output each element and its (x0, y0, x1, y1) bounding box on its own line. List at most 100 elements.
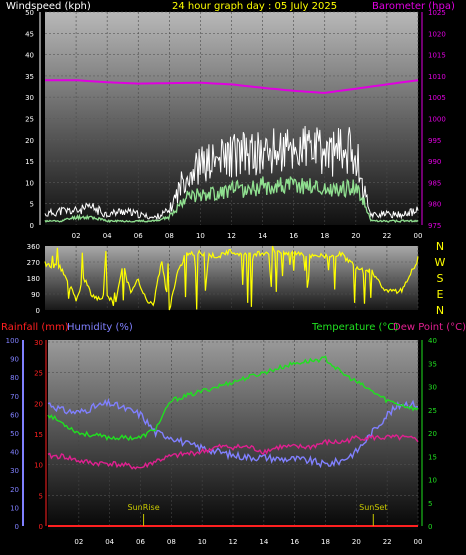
wind-y-tick-label: 40 (25, 52, 34, 60)
wind-x-tick-label: 18 (320, 232, 329, 240)
temperature-axis-label: Temperature (°C) (311, 322, 398, 333)
temp-x-tick-label: 14 (259, 538, 268, 546)
dewpoint-series-line (47, 433, 419, 470)
baro-y-tick-label: 980 (428, 201, 441, 209)
baro-y-tick-label: 985 (428, 179, 441, 187)
wind-y-tick-label: 0 (30, 222, 34, 230)
wind-x-tick-label: 14 (258, 232, 267, 240)
sunrise-label: SunRise (128, 503, 160, 512)
humidity-series-line (47, 397, 418, 469)
rain-y-tick-label: 0 (39, 523, 43, 531)
wind-x-tick-label: 00 (414, 232, 423, 240)
humidity-y-tick-label: 90 (10, 356, 19, 364)
barometer-axis-label: Barometer (hpa) (372, 1, 455, 12)
temperature-series-line (47, 355, 419, 442)
temp-y-tick-label: 0 (428, 523, 432, 531)
rain-y-tick-label: 5 (39, 492, 43, 500)
wind-y-tick-label: 5 (30, 201, 34, 209)
humidity-axis-label: Humidity (%) (67, 322, 133, 333)
direction-y-tick-label: 360 (27, 243, 40, 251)
baro-y-tick-label: 1015 (428, 52, 446, 60)
temp-y-tick-label: 10 (428, 477, 437, 485)
direction-y-tick-label: 0 (36, 307, 40, 315)
dewpoint-axis-label: Dew Point (°C) (393, 322, 466, 333)
humidity-y-tick-label: 20 (10, 486, 19, 494)
axes-layer: 0510152025303540455097598098599099510001… (6, 9, 446, 546)
baro-y-tick-label: 1005 (428, 94, 446, 102)
wind-y-tick-label: 30 (25, 94, 34, 102)
direction-y-tick-label: 270 (27, 259, 40, 267)
compass-label: N (436, 240, 444, 253)
temp-y-tick-label: 35 (428, 360, 437, 368)
temp-y-tick-label: 25 (428, 407, 437, 415)
baro-y-tick-label: 995 (428, 137, 441, 145)
temp-x-tick-label: 16 (290, 538, 299, 546)
wind-x-tick-label: 16 (289, 232, 298, 240)
humidity-y-tick-label: 30 (10, 467, 19, 475)
wind-y-tick-label: 20 (25, 137, 34, 145)
gust-series-line (44, 125, 419, 221)
wind-x-tick-label: 12 (227, 232, 236, 240)
wind-x-tick-label: 08 (165, 232, 174, 240)
wind-y-tick-label: 10 (25, 179, 34, 187)
wind-x-tick-label: 20 (351, 232, 360, 240)
compass-label: E (437, 288, 444, 301)
humidity-y-tick-label: 10 (10, 504, 19, 512)
direction-y-tick-label: 90 (31, 291, 40, 299)
wind-y-tick-label: 45 (25, 30, 34, 38)
compass-label: S (437, 272, 444, 285)
rain-y-tick-label: 25 (34, 370, 43, 378)
wind-y-tick-label: 35 (25, 73, 34, 81)
baro-y-tick-label: 1000 (428, 116, 446, 124)
baro-y-tick-label: 1025 (428, 9, 446, 17)
temp-y-tick-label: 30 (428, 384, 437, 392)
temp-x-tick-label: 22 (383, 538, 392, 546)
humidity-y-tick-label: 100 (6, 337, 19, 345)
baro-y-tick-label: 1020 (428, 30, 446, 38)
compass-label: W (435, 256, 446, 269)
baro-y-tick-label: 975 (428, 222, 441, 230)
wind-y-tick-label: 25 (25, 116, 34, 124)
baro-y-tick-label: 1010 (428, 73, 446, 81)
humidity-y-tick-label: 80 (10, 374, 19, 382)
data-layer (44, 79, 419, 527)
wind-y-tick-label: 50 (25, 9, 34, 17)
temp-x-tick-label: 00 (414, 538, 423, 546)
rain-y-tick-label: 15 (34, 431, 43, 439)
temp-y-tick-label: 20 (428, 430, 437, 438)
rain-y-tick-label: 10 (34, 462, 43, 470)
wind-x-tick-label: 02 (72, 232, 81, 240)
wind-x-tick-label: 06 (134, 232, 143, 240)
windspeed-axis-label: Windspeed (kph) (6, 1, 91, 12)
direction-y-tick-label: 180 (27, 275, 40, 283)
wind-x-tick-label: 10 (196, 232, 205, 240)
wind-direction-series-line (44, 245, 419, 311)
wind-average-series-line (44, 176, 419, 224)
sunset-label: SunSet (359, 503, 387, 512)
temp-x-tick-label: 18 (321, 538, 330, 546)
wind-x-tick-label: 22 (382, 232, 391, 240)
temp-x-tick-label: 04 (105, 538, 114, 546)
wind-x-tick-label: 04 (103, 232, 112, 240)
wind-y-tick-label: 15 (25, 158, 34, 166)
humidity-y-tick-label: 70 (10, 393, 19, 401)
rainfall-axis-label: Rainfall (mm) (1, 322, 69, 333)
temp-x-tick-label: 20 (352, 538, 361, 546)
temp-x-tick-label: 10 (198, 538, 207, 546)
humidity-y-tick-label: 0 (15, 523, 19, 531)
humidity-y-tick-label: 40 (10, 449, 19, 457)
humidity-y-tick-label: 50 (10, 430, 19, 438)
temp-x-tick-label: 06 (136, 538, 145, 546)
temp-y-tick-label: 5 (428, 500, 432, 508)
temp-panel-background (48, 340, 418, 530)
baro-y-tick-label: 990 (428, 158, 441, 166)
temp-x-tick-label: 12 (229, 538, 238, 546)
temp-y-tick-label: 15 (428, 453, 437, 461)
humidity-y-tick-label: 60 (10, 411, 19, 419)
chart-title: 24 hour graph day : 05 July 2025 (172, 1, 337, 12)
temp-x-tick-label: 08 (167, 538, 176, 546)
barometer-series-line (45, 79, 419, 94)
rain-y-tick-label: 30 (34, 339, 43, 347)
